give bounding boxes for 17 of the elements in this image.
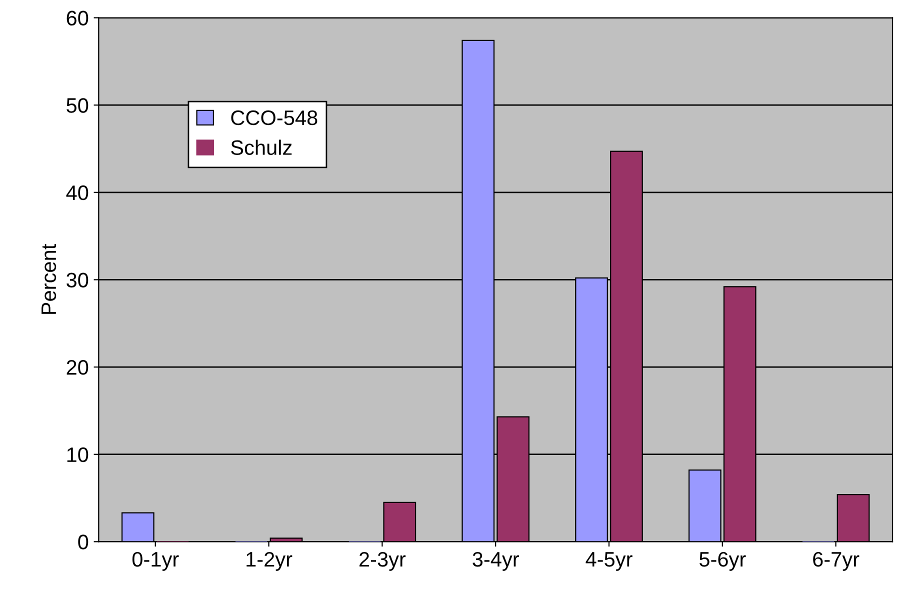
y-tick-label: 10 [67, 447, 88, 462]
y-tick-label: 50 [66, 98, 88, 113]
x-tick-label: 0-1yr [132, 552, 179, 571]
legend-label: CCO-548 [231, 110, 318, 126]
y-tick-label: 0 [78, 534, 88, 550]
y-axis-title: Percent [42, 244, 56, 314]
y-tick-label: 30 [66, 272, 88, 288]
y-tick-label: 40 [66, 185, 88, 200]
x-tick-label: 6-7yr [813, 552, 860, 571]
x-tick-label: 3-4yr [472, 552, 519, 571]
x-tick-label: 4-5yr [586, 552, 632, 571]
y-tick-label: 20 [66, 360, 88, 375]
y-tick-label: 60 [66, 10, 88, 26]
x-tick-label: 2-3yr [360, 552, 406, 571]
x-tick-label: 1-2yr [246, 552, 292, 571]
legend-label: Schulz [231, 140, 292, 155]
x-tick-label: 5-6yr [700, 552, 746, 571]
